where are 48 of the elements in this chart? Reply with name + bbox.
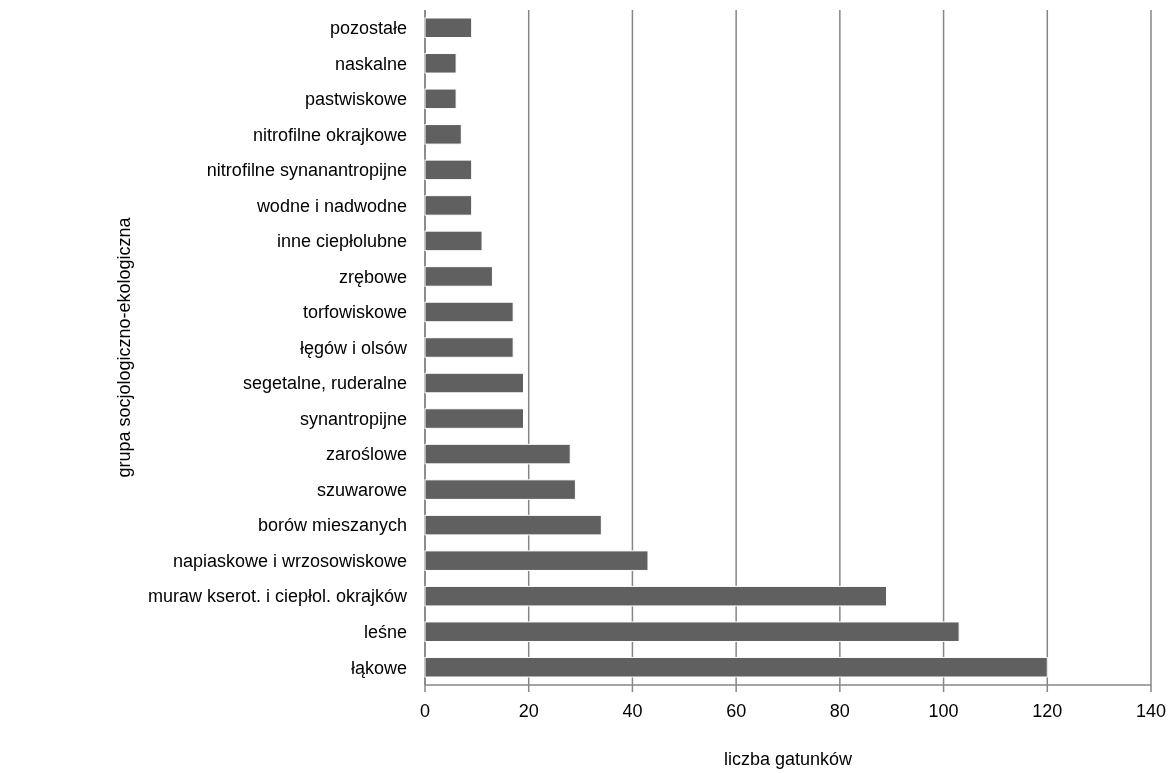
y-tick-label: muraw kserot. i ciepłol. okrajków [147, 586, 408, 607]
y-tick-label: zrębowe [338, 266, 407, 287]
bar [424, 17, 473, 39]
bar [424, 124, 462, 145]
y-tick-label: nitrofilne okrajkowe [252, 124, 407, 145]
bar [424, 621, 960, 642]
bar [424, 195, 473, 216]
bar [424, 479, 576, 500]
x-tick-label: 140 [1135, 701, 1167, 721]
x-tick-label: 100 [928, 701, 959, 721]
y-tick-label: torfowiskowe [302, 302, 407, 323]
y-tick-label: pastwiskowe [304, 89, 407, 110]
y-tick-label: wodne i nadwodne [255, 195, 407, 216]
y-tick-label: leśne [363, 622, 407, 643]
y-tick-label: naskalne [334, 53, 407, 74]
x-tick-label: 0 [419, 701, 431, 721]
y-tick-label: synantropijne [299, 408, 407, 429]
x-tick-label: 120 [1032, 701, 1063, 721]
x-tick-label: 80 [829, 701, 850, 721]
bar [424, 230, 483, 252]
bar [424, 408, 525, 429]
bar [424, 585, 888, 607]
bar [424, 372, 525, 394]
y-tick-label: szuwarowe [316, 479, 407, 500]
y-tick-label: zaroślowe [325, 444, 407, 465]
bar [424, 159, 473, 181]
bar [424, 301, 514, 323]
bar [424, 514, 602, 536]
bar [424, 53, 457, 74]
y-tick-label: segetalne, ruderalne [242, 373, 407, 394]
bar [424, 656, 1048, 678]
x-tick-label: 20 [518, 701, 539, 721]
y-tick-label: pozostałe [329, 18, 407, 39]
x-tick-label: 40 [622, 701, 643, 721]
y-axis-title: grupa socjologiczno-ekologiczna [114, 216, 134, 478]
bar [424, 337, 514, 358]
y-tick-label: borów mieszanych [257, 515, 407, 536]
bar [424, 443, 571, 465]
y-tick-label: napiaskowe i wrzosowiskowe [172, 550, 407, 571]
bar [424, 266, 493, 287]
x-axis-title: liczba gatunków [723, 749, 854, 769]
bar [424, 88, 457, 110]
y-tick-label: łęgów i olsów [299, 337, 408, 358]
bar [424, 550, 649, 571]
x-tick-label: 60 [726, 701, 747, 721]
y-tick-label: nitrofilne synanantropijne [206, 160, 407, 181]
y-tick-label: łąkowe [350, 657, 407, 678]
y-tick-label: inne ciepłolubne [276, 231, 407, 252]
